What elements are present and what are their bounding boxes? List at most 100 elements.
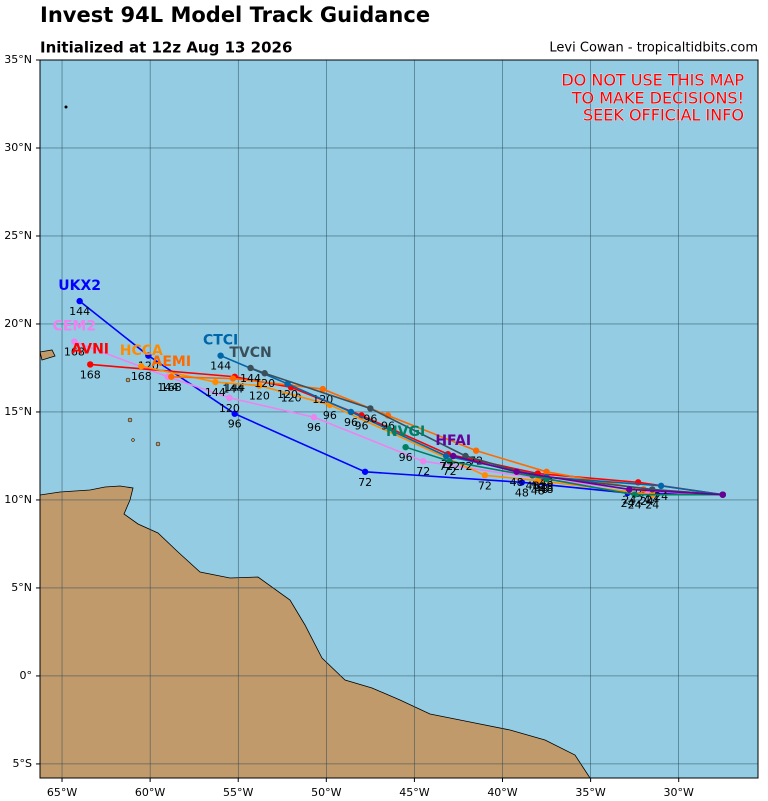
hour-label: 96: [363, 412, 377, 425]
track-point: [472, 447, 480, 454]
track-point: [402, 443, 409, 451]
hour-label: 144: [205, 386, 226, 399]
track-point: [367, 405, 374, 412]
y-tick-label: 35°N: [4, 53, 32, 66]
hour-label: 120: [219, 402, 240, 415]
hour-label: 120: [249, 390, 270, 403]
warning: DO NOT USE THIS MAP: [561, 71, 744, 90]
land: [40, 105, 591, 778]
hour-label: 144: [210, 360, 231, 373]
x-tick-label: 55°W: [223, 786, 253, 799]
track-point: [168, 373, 175, 380]
legend-label: TVCN: [229, 345, 271, 361]
track-point: [719, 491, 726, 498]
hour-label: 120: [277, 388, 298, 401]
track-point: [319, 385, 326, 393]
track-point: [420, 458, 427, 465]
y-tick-label: 10°N: [4, 493, 32, 506]
hour-label: 144: [69, 305, 90, 318]
track-point: [347, 408, 355, 416]
track-point: [446, 458, 453, 465]
hour-label: 72: [358, 476, 372, 489]
hour-label: 168: [80, 368, 101, 381]
legend-label: HCCA: [120, 343, 163, 359]
chart-subtitle: Initialized at 12z Aug 13 2026: [40, 39, 292, 57]
track-point: [442, 452, 450, 460]
track-line: [452, 455, 723, 496]
track-point: [481, 472, 489, 479]
warning: SEEK OFFICIAL INFO: [583, 106, 744, 125]
track-point: [649, 486, 656, 493]
legend-label: CEM2: [53, 319, 97, 335]
y-tick-label: 25°N: [4, 229, 32, 242]
hour-label: 48: [510, 476, 524, 489]
track-point: [256, 382, 263, 389]
track-point: [138, 363, 145, 370]
hour-label: 48: [525, 479, 539, 492]
track-point: [76, 297, 83, 305]
hour-label: 48: [515, 486, 529, 499]
track-point: [361, 468, 369, 475]
track-point: [513, 468, 520, 475]
track-point: [226, 394, 233, 402]
track-point: [626, 486, 633, 493]
hour-label: 96: [381, 419, 395, 432]
hour-label: 48: [540, 481, 554, 494]
hour-label: 24: [628, 499, 642, 512]
legend-label: NVGI: [386, 424, 425, 440]
hour-label: 24: [654, 490, 668, 503]
hour-label: 168: [131, 370, 152, 383]
track-point: [310, 414, 318, 421]
x-tick-label: 30°W: [664, 786, 694, 799]
track-point: [231, 410, 238, 417]
hour-label: 96: [355, 419, 369, 432]
hour-label: 24: [621, 497, 635, 510]
track-point: [247, 364, 254, 372]
x-tick-label: 40°W: [487, 786, 517, 799]
hour-label: 72: [446, 460, 460, 473]
track-point: [518, 479, 526, 486]
y-tick-label: 0°: [20, 669, 33, 682]
y-tick-label: 15°N: [4, 405, 32, 418]
track-point: [261, 370, 268, 377]
hour-label: 24: [636, 493, 650, 506]
credit: Levi Cowan - tropicaltidbits.com: [549, 41, 758, 56]
x-tick-label: 45°W: [399, 786, 429, 799]
hour-label: 96: [307, 421, 321, 434]
track-point: [71, 338, 78, 345]
hour-label: 48: [534, 483, 548, 496]
hour-label: 144: [157, 381, 178, 394]
hour-label: 144: [240, 372, 261, 385]
hour-label: 96: [399, 451, 413, 464]
x-tick-label: 65°W: [47, 786, 77, 799]
legend-label: CTCI: [203, 333, 238, 349]
hour-label: 120: [254, 377, 275, 390]
hour-label: 48: [540, 483, 554, 496]
track-point: [217, 352, 224, 359]
warning: TO MAKE DECISIONS!: [571, 89, 744, 108]
hour-label: 96: [323, 409, 337, 422]
track-point: [449, 452, 457, 460]
x-tick-label: 60°W: [135, 786, 165, 799]
legend-label: AEMI: [151, 354, 191, 370]
hour-label: 96: [228, 418, 242, 431]
hour-label: 24: [645, 499, 659, 512]
hour-label: 72: [459, 460, 473, 473]
hour-label: 168: [64, 346, 85, 359]
legend-label: UKX2: [58, 278, 101, 294]
hour-label: 24: [640, 495, 654, 508]
chart-title: Invest 94L Model Track Guidance: [40, 3, 430, 27]
frame: [39, 59, 759, 779]
hour-label: 168: [161, 381, 182, 394]
hour-label: 48: [531, 485, 545, 498]
x-tick-label: 50°W: [311, 786, 341, 799]
hour-label: 24: [645, 493, 659, 506]
hour-label: 24: [622, 493, 636, 506]
track-point: [145, 352, 152, 359]
track-point: [212, 378, 219, 386]
y-tick-label: 5°S: [13, 757, 32, 770]
track-point: [543, 468, 550, 475]
track-point: [657, 482, 665, 490]
x-tick-label: 35°W: [575, 786, 605, 799]
